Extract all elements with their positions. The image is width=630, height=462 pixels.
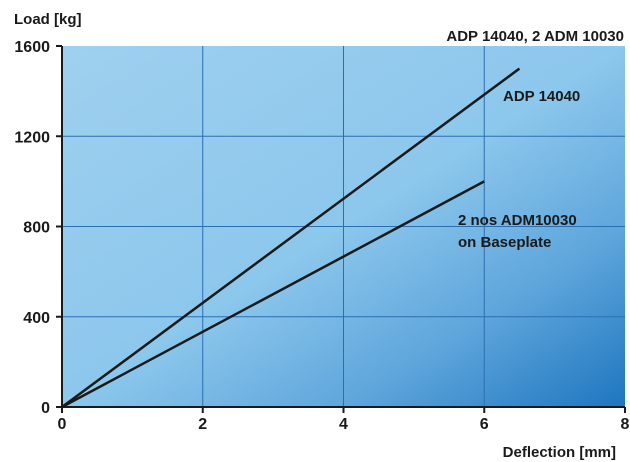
y-tick-label: 400	[23, 310, 50, 327]
y-tick-label: 800	[23, 220, 50, 237]
x-tick-label: 4	[339, 416, 348, 433]
series-group	[61, 67, 521, 409]
series-line-1	[61, 67, 521, 409]
annotation-adp14040: ADP 14040	[503, 88, 580, 105]
y-axis-label: Load [kg]	[14, 11, 82, 28]
x-tick-label: 2	[198, 416, 207, 433]
x-axis-label: Deflection [mm]	[503, 444, 616, 461]
axes	[56, 45, 626, 413]
series-line-2	[61, 180, 485, 409]
y-tick-labels: 0 400 800 1200 1600	[14, 39, 50, 417]
x-tick-label: 0	[58, 416, 67, 433]
annotation-adm10030-line1: 2 nos ADM10030	[458, 212, 577, 229]
x-tick-labels: 0 2 4 6 8	[58, 416, 630, 433]
chart-title: ADP 14040, 2 ADM 10030	[446, 28, 624, 45]
annotation-adm10030-line2: on Baseplate	[458, 234, 551, 251]
grid	[62, 46, 625, 407]
x-tick-label: 6	[480, 416, 489, 433]
y-tick-label: 1200	[14, 129, 50, 146]
x-tick-label: 8	[621, 416, 630, 433]
y-tick-label: 1600	[14, 39, 50, 56]
y-tick-label: 0	[41, 400, 50, 417]
